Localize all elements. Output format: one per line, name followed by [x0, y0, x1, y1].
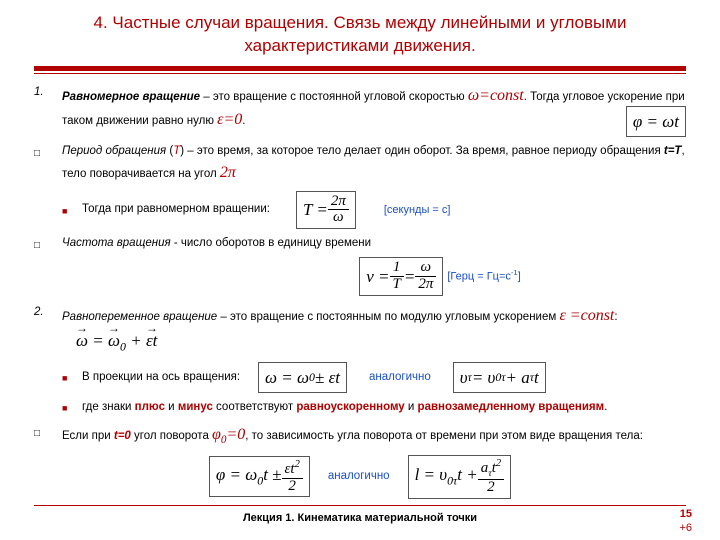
p7-minus: минус — [178, 401, 213, 413]
formula-phi-t-line: φ = ω0t ± εt22 аналогично l = υ0τt + aτt… — [34, 455, 686, 499]
p3-lhs: T = — [303, 197, 328, 223]
item-phi0: □ Если при t=0 угол поворота φ0=0, то за… — [34, 423, 686, 449]
p5-txt1: – это вращение с постоянным по модулю уг… — [217, 311, 559, 323]
p1-wconst: ω=const — [468, 87, 524, 104]
footer-line — [34, 505, 686, 506]
p3-num: 2π — [328, 194, 349, 211]
formula-phi-t: φ = ω0t ± εt22 — [209, 456, 310, 498]
p1-lead: Равномерное вращение — [62, 91, 200, 103]
item-signs: ■ где знаки плюс и минус соответствуют р… — [62, 399, 686, 416]
marker-sq-2: ■ — [62, 369, 82, 386]
analog-1: аналогично — [369, 369, 431, 386]
formula-l-t: l = υ0τt + aτt22 — [408, 455, 512, 499]
p7-t2: и — [165, 401, 178, 413]
p2-tT: t=T — [664, 145, 682, 157]
p7-t1: где знаки — [82, 401, 135, 413]
p7-r1: равноускоренному — [296, 401, 404, 413]
item-period-eq: ■ Тогда при равномерном вращении: T = 2π… — [62, 191, 686, 230]
p1-e0: ε=0 — [217, 111, 242, 128]
marker-2: 2. — [34, 304, 62, 321]
p3-txt: Тогда при равномерном вращении: — [82, 201, 270, 218]
formula-T: T = 2πω — [296, 191, 356, 230]
p4-f2d: 2π — [415, 277, 436, 293]
unit-hertz: [Герц = Гц=с-1] — [447, 267, 520, 285]
p2-txt2: ) – это время, за которое тело делает од… — [180, 145, 664, 157]
p4-txt: - число оборотов в единицу времени — [171, 237, 371, 249]
formula-vec-omega: ω = ω0 + εt — [76, 331, 157, 350]
marker-sq-3: ■ — [62, 399, 82, 416]
content: 1. Равномерное вращение – это вращение с… — [34, 84, 686, 499]
formula-phi-wt: φ = ωt — [626, 106, 686, 138]
p2-lead: Период обращения — [62, 145, 166, 157]
p1-txt1: – это вращение с постоянной угловой скор… — [200, 91, 468, 103]
p2-twopi: 2π — [220, 164, 236, 181]
item-freq: □ Частота вращения - число оборотов в ед… — [34, 235, 686, 253]
p5-econst: ε =const — [559, 307, 614, 324]
p7-r2: равнозамедленному вращениям — [418, 401, 605, 413]
p4-lhs: ν = — [366, 264, 389, 290]
p5-txt2: : — [614, 311, 617, 323]
item-2: 2. Равнопеременное вращение – это вращен… — [34, 304, 686, 356]
marker-1: 1. — [34, 84, 62, 101]
title-underline — [34, 66, 686, 74]
p3-den: ω — [328, 210, 349, 226]
p6-txt: В проекции на ось вращения: — [82, 369, 240, 386]
marker-box-1: □ — [34, 143, 62, 161]
item-1: 1. Равномерное вращение – это вращение с… — [34, 84, 686, 138]
p8-t3: , то зависимость угла поворота от времен… — [245, 430, 643, 442]
p4-f2n: ω — [415, 260, 436, 277]
p4-lead: Частота вращения — [62, 237, 171, 249]
p8-t0: t=0 — [114, 430, 131, 442]
plus-6: +6 — [679, 522, 692, 534]
p7-plus: плюс — [135, 401, 165, 413]
p7-t3: соответствуют — [213, 401, 296, 413]
footer-text: Лекция 1. Кинематика материальной точки — [0, 512, 720, 524]
p4-f1d: T — [390, 277, 404, 293]
formula-nu-line: ν = 1T = ω2π [Герц = Гц=с-1] — [194, 257, 686, 296]
item-period: □ Период обращения (Т) – это время, за к… — [34, 143, 686, 184]
item-projection: ■ В проекции на ось вращения: ω = ω0 ± ε… — [62, 362, 686, 394]
formula-v-tau: υτ = υ0τ + aτt — [453, 362, 546, 394]
page-title: 4. Частные случаи вращения. Связь между … — [34, 12, 686, 58]
page-number: 15 — [680, 508, 692, 520]
p8-t2: угол поворота — [131, 430, 212, 442]
analog-2: аналогично — [328, 468, 390, 485]
marker-box-3: □ — [34, 423, 62, 441]
marker-sq-1: ■ — [62, 202, 82, 219]
unit-seconds: [секунды = с] — [384, 202, 451, 219]
marker-box-2: □ — [34, 235, 62, 253]
p7-t4: и — [405, 401, 418, 413]
p8-phi0: φ0=0 — [212, 426, 245, 443]
p4-f1n: 1 — [390, 260, 404, 277]
p8-t1: Если при — [62, 430, 114, 442]
p1-txt3: . — [242, 115, 245, 127]
p7-t5: . — [604, 401, 607, 413]
formula-nu: ν = 1T = ω2π — [359, 257, 443, 296]
formula-omega-proj: ω = ω0 ± εt — [258, 362, 347, 394]
